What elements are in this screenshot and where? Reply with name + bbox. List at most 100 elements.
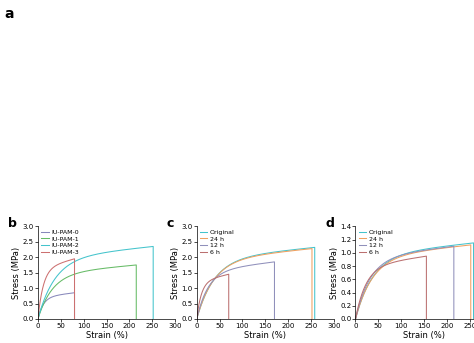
12 h (451, 244, 456, 248)
24 h (395, 256, 401, 260)
IU-PAM-1 (60, 278, 65, 282)
6 h (379, 265, 384, 269)
Original (272, 250, 277, 254)
24 h (236, 259, 242, 263)
6 h (370, 272, 376, 276)
24 h (353, 317, 358, 321)
12 h (416, 249, 422, 253)
24 h (309, 317, 315, 321)
12 h (258, 262, 264, 266)
IU-PAM-3 (46, 271, 51, 275)
IU-PAM-0 (72, 317, 77, 321)
Text: d: d (325, 217, 334, 230)
IU-PAM-3 (59, 261, 64, 265)
IU-PAM-0 (65, 292, 71, 296)
IU-PAM-3 (59, 261, 65, 265)
6 h (424, 317, 429, 321)
IU-PAM-0 (44, 298, 50, 302)
Y-axis label: Stress (MPa): Stress (MPa) (171, 247, 180, 299)
Line: 6 h: 6 h (356, 256, 427, 319)
Line: 12 h: 12 h (356, 246, 454, 319)
IU-PAM-0 (59, 293, 65, 297)
Original (471, 241, 474, 245)
Original (228, 262, 234, 266)
24 h (222, 266, 228, 270)
24 h (290, 249, 295, 253)
Line: Original: Original (356, 243, 474, 319)
IU-PAM-1 (71, 272, 77, 276)
Original (471, 317, 474, 321)
IU-PAM-1 (133, 317, 139, 321)
IU-PAM-0 (59, 293, 64, 297)
Line: IU-PAM-2: IU-PAM-2 (38, 246, 153, 319)
12 h (381, 261, 387, 265)
Original (429, 246, 435, 250)
24 h (381, 263, 387, 268)
6 h (206, 280, 211, 284)
12 h (272, 317, 277, 321)
12 h (244, 264, 250, 268)
24 h (468, 317, 474, 321)
Y-axis label: Stress (MPa): Stress (MPa) (12, 247, 21, 299)
Original (387, 259, 392, 263)
12 h (434, 246, 440, 250)
6 h (399, 258, 405, 262)
6 h (203, 283, 209, 287)
Original (270, 250, 276, 255)
24 h (268, 251, 274, 256)
IU-PAM-3 (48, 267, 54, 271)
Original (237, 258, 243, 262)
24 h (427, 248, 433, 252)
IU-PAM-3 (65, 259, 71, 263)
Original (292, 248, 298, 252)
Line: IU-PAM-3: IU-PAM-3 (38, 259, 74, 319)
Original (312, 317, 318, 321)
IU-PAM-3 (72, 317, 77, 321)
X-axis label: Strain (%): Strain (%) (403, 331, 445, 340)
12 h (245, 263, 251, 268)
12 h (417, 249, 423, 253)
IU-PAM-2 (109, 249, 115, 253)
IU-PAM-2 (150, 317, 156, 321)
6 h (202, 285, 208, 289)
Original (353, 317, 358, 321)
6 h (226, 272, 232, 276)
24 h (194, 317, 200, 321)
Original (382, 262, 388, 266)
IU-PAM-2 (64, 264, 69, 269)
IU-PAM-2 (69, 261, 74, 265)
6 h (373, 269, 379, 273)
X-axis label: Strain (%): Strain (%) (85, 331, 128, 340)
12 h (272, 260, 277, 264)
Original (396, 254, 401, 258)
6 h (353, 317, 358, 321)
IU-PAM-2 (111, 249, 117, 253)
24 h (468, 243, 474, 247)
X-axis label: Strain (%): Strain (%) (244, 331, 286, 340)
24 h (428, 248, 434, 252)
Legend: IU-PAM-0, IU-PAM-1, IU-PAM-2, IU-PAM-3: IU-PAM-0, IU-PAM-1, IU-PAM-2, IU-PAM-3 (40, 228, 80, 256)
Line: IU-PAM-0: IU-PAM-0 (38, 293, 74, 319)
IU-PAM-1 (117, 264, 122, 269)
Line: Original: Original (197, 247, 315, 319)
24 h (270, 251, 275, 255)
Original (430, 246, 436, 250)
12 h (353, 317, 358, 321)
Original (312, 245, 318, 249)
Line: 12 h: 12 h (197, 262, 274, 319)
6 h (424, 254, 429, 258)
24 h (448, 245, 454, 249)
12 h (389, 257, 394, 261)
IU-PAM-1 (35, 317, 41, 321)
IU-PAM-0 (35, 317, 41, 321)
12 h (451, 317, 456, 321)
Original (451, 243, 456, 247)
Original (223, 265, 229, 269)
IU-PAM-1 (64, 275, 69, 280)
IU-PAM-2 (77, 257, 83, 261)
6 h (215, 275, 220, 279)
Legend: Original, 24 h, 12 h, 6 h: Original, 24 h, 12 h, 6 h (357, 228, 395, 256)
Legend: Original, 24 h, 12 h, 6 h: Original, 24 h, 12 h, 6 h (199, 228, 236, 256)
IU-PAM-2 (35, 317, 41, 321)
IU-PAM-0 (48, 295, 54, 299)
